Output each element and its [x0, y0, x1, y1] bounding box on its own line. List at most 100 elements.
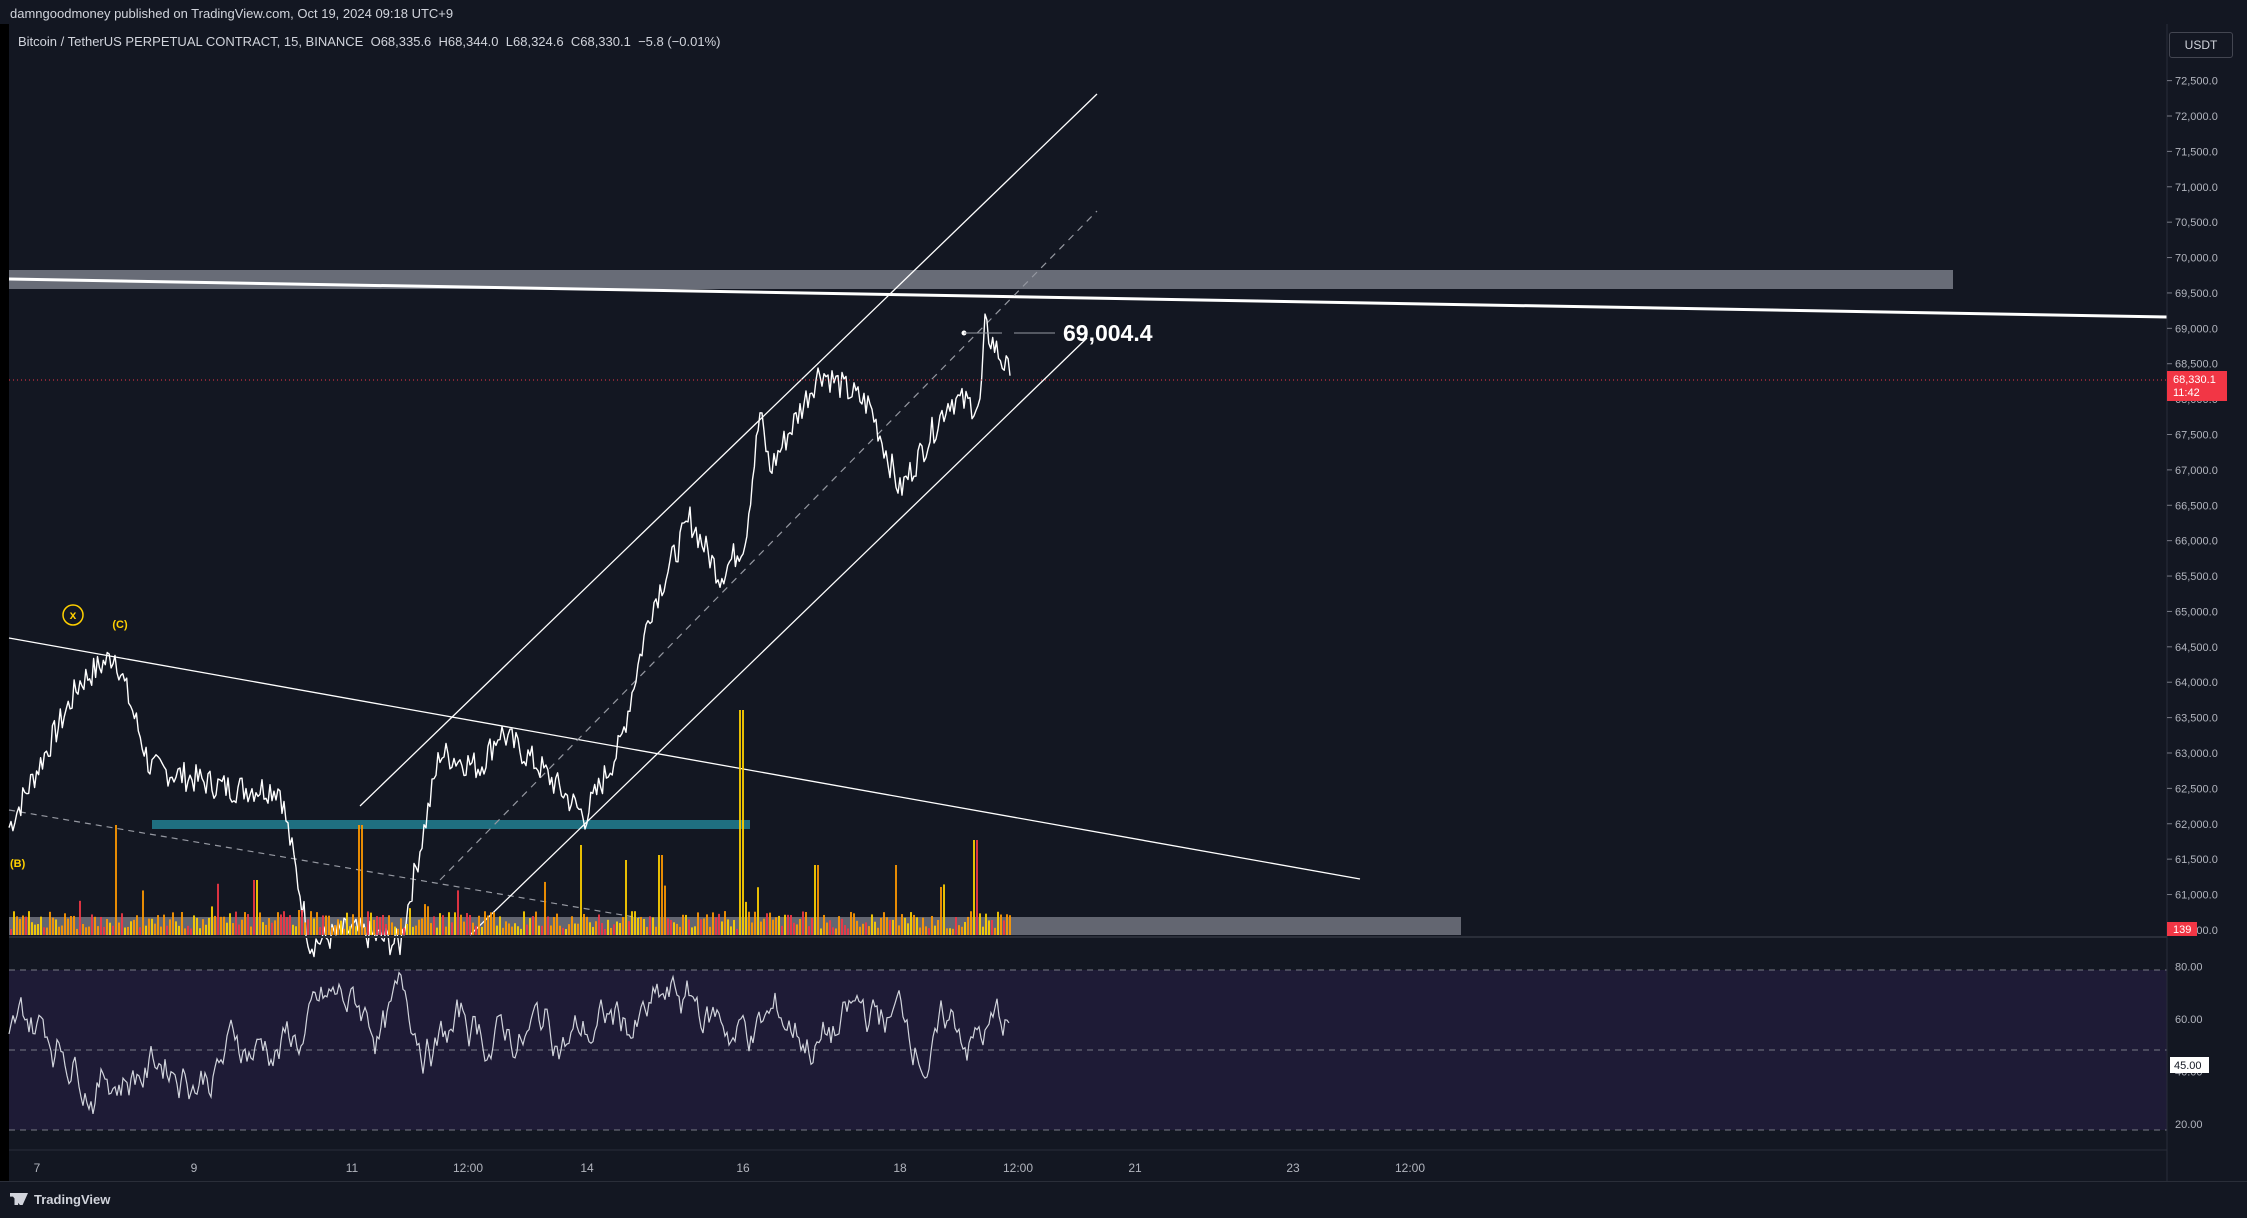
volume-bar [250, 926, 252, 935]
price-series-line[interactable] [8, 313, 1011, 958]
volume-bar [1000, 914, 1002, 935]
volume-bar [892, 919, 894, 935]
peak-annotation[interactable]: 69,004.4 [961, 320, 1153, 346]
long-resistance-line[interactable] [8, 277, 2168, 319]
volume-bar [925, 926, 927, 935]
volume-bar [541, 925, 543, 935]
volume-bar [313, 918, 315, 935]
volume-bar [730, 926, 732, 935]
publisher-bar: damngoodmoney published on TradingView.c… [0, 0, 2247, 24]
volume-bar [133, 919, 135, 935]
volume-bar [424, 904, 426, 935]
volume-bar [178, 925, 180, 935]
volume-bar [844, 925, 846, 935]
volume-bar [904, 917, 906, 935]
volume-bar [793, 922, 795, 935]
volume-bar [319, 927, 321, 935]
dashed-lower-line[interactable] [8, 809, 641, 919]
resistance-zone[interactable] [9, 270, 1953, 289]
volume-bar [811, 917, 813, 935]
volume-bar [493, 912, 495, 935]
volume-bar [334, 925, 336, 935]
oscillator-line[interactable] [8, 971, 1010, 1115]
volume-bar [955, 917, 957, 935]
volume-bar [274, 920, 276, 935]
price-tick-label: 68,500.0 [2175, 359, 2218, 371]
time-tick-label: 23 [1286, 1161, 1300, 1175]
volume-bar [79, 900, 81, 935]
time-tick-label: 18 [893, 1161, 907, 1175]
currency-button[interactable]: USDT [2169, 32, 2233, 58]
volume-bar [340, 920, 342, 935]
volume-bar [193, 915, 195, 935]
volume-bar [298, 910, 300, 935]
volume-bar [718, 913, 720, 935]
volume-bar [160, 926, 162, 935]
teal-support-band[interactable] [152, 820, 750, 829]
volume-bar [256, 880, 258, 935]
volume-bar [589, 922, 591, 935]
volume-bar [64, 913, 66, 935]
volume-bar [679, 926, 681, 935]
volume-bar [106, 919, 108, 935]
volume-bar [466, 913, 468, 935]
wave-x-label: x [70, 608, 77, 622]
volume-bar [388, 915, 390, 935]
volume-bar [211, 906, 213, 935]
volume-bar [43, 927, 45, 935]
volume-bar [385, 924, 387, 935]
last-price-badge[interactable] [2167, 371, 2227, 401]
high-value: 68,344.0 [447, 34, 499, 49]
volume-bar [478, 915, 480, 935]
time-axis[interactable]: 7 9 11 12:00 14 16 18 12:00 21 23 12:00 [34, 1161, 1426, 1175]
volume-bar [118, 922, 120, 935]
volume-bar [667, 918, 669, 935]
volume-bar [772, 919, 774, 935]
channel-middle-line[interactable] [439, 210, 1098, 881]
volume-bar [346, 912, 348, 935]
volume-bar [928, 928, 930, 935]
volume-bar [10, 928, 12, 935]
volume-bar [856, 920, 858, 935]
volume-bar [457, 890, 459, 935]
volume-bar [895, 865, 897, 935]
volume-bar [31, 922, 33, 935]
symbol-legend[interactable]: Bitcoin / TetherUS PERPETUAL CONTRACT, 1… [18, 34, 720, 49]
volume-bar [937, 919, 939, 935]
volume-bar [673, 922, 675, 935]
tradingview-logo-icon [10, 1193, 28, 1205]
osc-value-badge [2170, 1057, 2209, 1073]
volume-bar [979, 913, 981, 935]
volume-bars [10, 710, 1011, 935]
volume-bar [169, 919, 171, 935]
time-tick-label: 12:00 [1003, 1161, 1033, 1175]
volume-bar [148, 918, 150, 935]
volume-bar [619, 923, 621, 935]
volume-bar [664, 885, 666, 935]
volume-bar [301, 910, 303, 935]
volume-bar [442, 915, 444, 935]
tradingview-logo[interactable]: TradingView [10, 1192, 110, 1207]
volume-bar [502, 927, 504, 935]
price-axis[interactable]: 72,500.0 72,000.0 71,500.0 71,000.0 70,500.0… [2167, 76, 2218, 937]
volume-bar [631, 911, 633, 935]
channel-lower-line[interactable] [469, 337, 1088, 936]
volume-bar [691, 927, 693, 935]
descending-trendline[interactable] [8, 637, 1361, 880]
volume-bar [961, 926, 963, 935]
price-tick-label: 70,500.0 [2175, 217, 2218, 229]
volume-bar [199, 928, 201, 935]
volume-bar [994, 927, 996, 935]
price-tick-label: 71,000.0 [2175, 182, 2218, 194]
time-tick-label: 21 [1128, 1161, 1142, 1175]
volume-bar [703, 918, 705, 935]
volume-bar [115, 825, 117, 935]
volume-bar [52, 917, 54, 935]
volume-bar [766, 913, 768, 935]
volume-bar [154, 923, 156, 935]
volume-bar [85, 927, 87, 935]
channel-upper-line[interactable] [359, 93, 1098, 807]
volume-bar [553, 917, 555, 935]
